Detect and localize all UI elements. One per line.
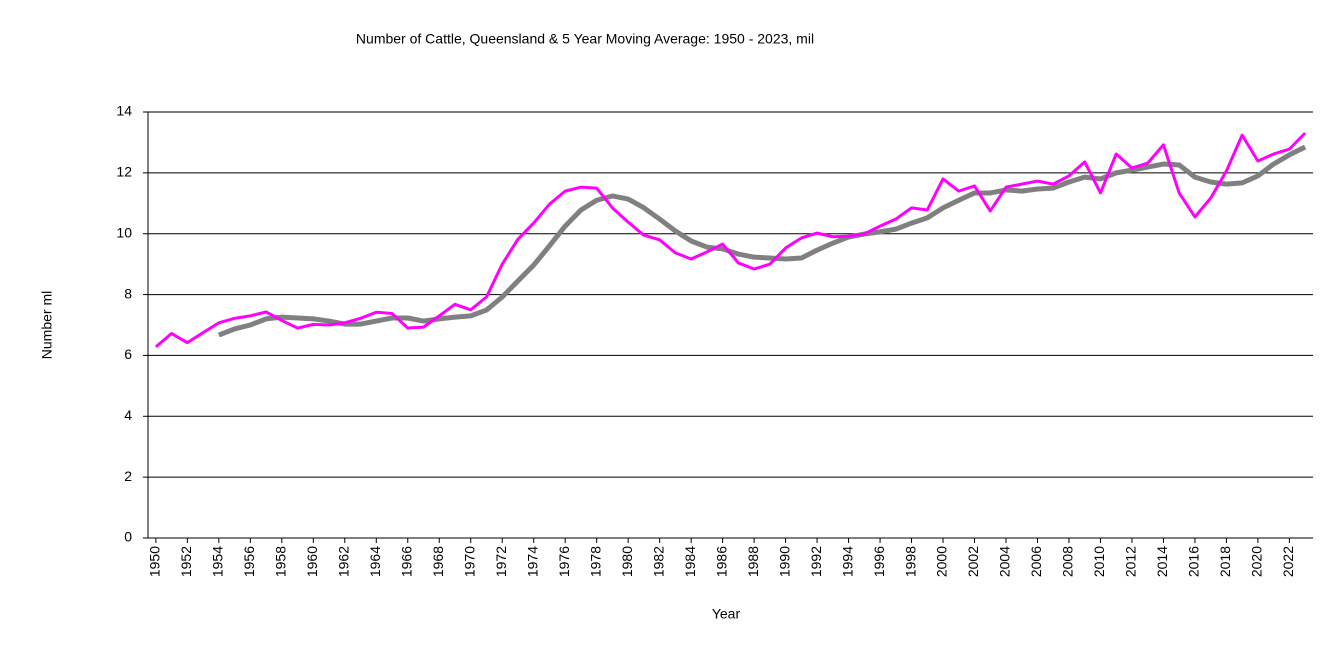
y-tick-label: 6 [124,346,132,362]
x-tick-label: 1952 [178,546,194,577]
data-line [217,144,1307,338]
x-tick-label: 1976 [556,546,572,577]
x-tick-label: 1964 [367,546,383,577]
x-tick-label: 1994 [839,546,855,577]
x-tick-label: 2014 [1154,546,1170,577]
x-tick-label: 1954 [210,546,226,577]
x-tick-label: 1992 [808,546,824,577]
x-tick-label: 1962 [335,546,351,577]
x-tick-label: 1996 [871,546,887,577]
x-tick-label: 1982 [650,546,666,577]
x-tick-label: 1978 [587,546,603,577]
x-tick-label: 2000 [934,546,950,577]
chart-title: Number of Cattle, Queensland & 5 Year Mo… [356,31,814,47]
x-tick-label: 1986 [713,546,729,577]
x-tick-label: 1998 [902,546,918,577]
y-tick-label: 14 [116,103,132,119]
x-tick-label: 2022 [1280,546,1296,577]
x-tick-label: 2020 [1249,546,1265,577]
x-tick-label: 1958 [273,546,289,577]
x-tick-label: 1960 [304,546,320,577]
y-tick-label: 12 [116,164,132,180]
x-tick-label: 1966 [398,546,414,577]
x-tick-label: 1950 [147,546,163,577]
x-tick-label: 1980 [619,546,635,577]
x-tick-label: 1990 [776,546,792,577]
x-tick-label: 1970 [461,546,477,577]
x-tick-label: 1972 [493,546,509,577]
x-tick-label: 1974 [524,546,540,577]
x-tick-label: 2008 [1060,546,1076,577]
y-tick-label: 10 [116,224,132,240]
x-tick-label: 1968 [430,546,446,577]
x-tick-label: 2010 [1091,546,1107,577]
y-axis-label: Number ml [39,291,55,359]
x-tick-label: 2018 [1217,546,1233,577]
y-tick-label: 8 [124,285,132,301]
x-tick-label: 2016 [1186,546,1202,577]
data-line [154,131,1307,349]
x-tick-label: 2004 [997,546,1013,577]
y-tick-label: 4 [124,407,132,423]
y-tick-label: 0 [124,529,132,545]
x-tick-label: 1984 [682,546,698,577]
y-tick-label: 2 [124,468,132,484]
x-axis-label: Year [712,606,741,622]
x-tick-label: 2006 [1028,546,1044,577]
x-tick-label: 1956 [241,546,257,577]
x-tick-label: 2012 [1123,546,1139,577]
x-tick-label: 2002 [965,546,981,577]
x-tick-label: 1988 [745,546,761,577]
